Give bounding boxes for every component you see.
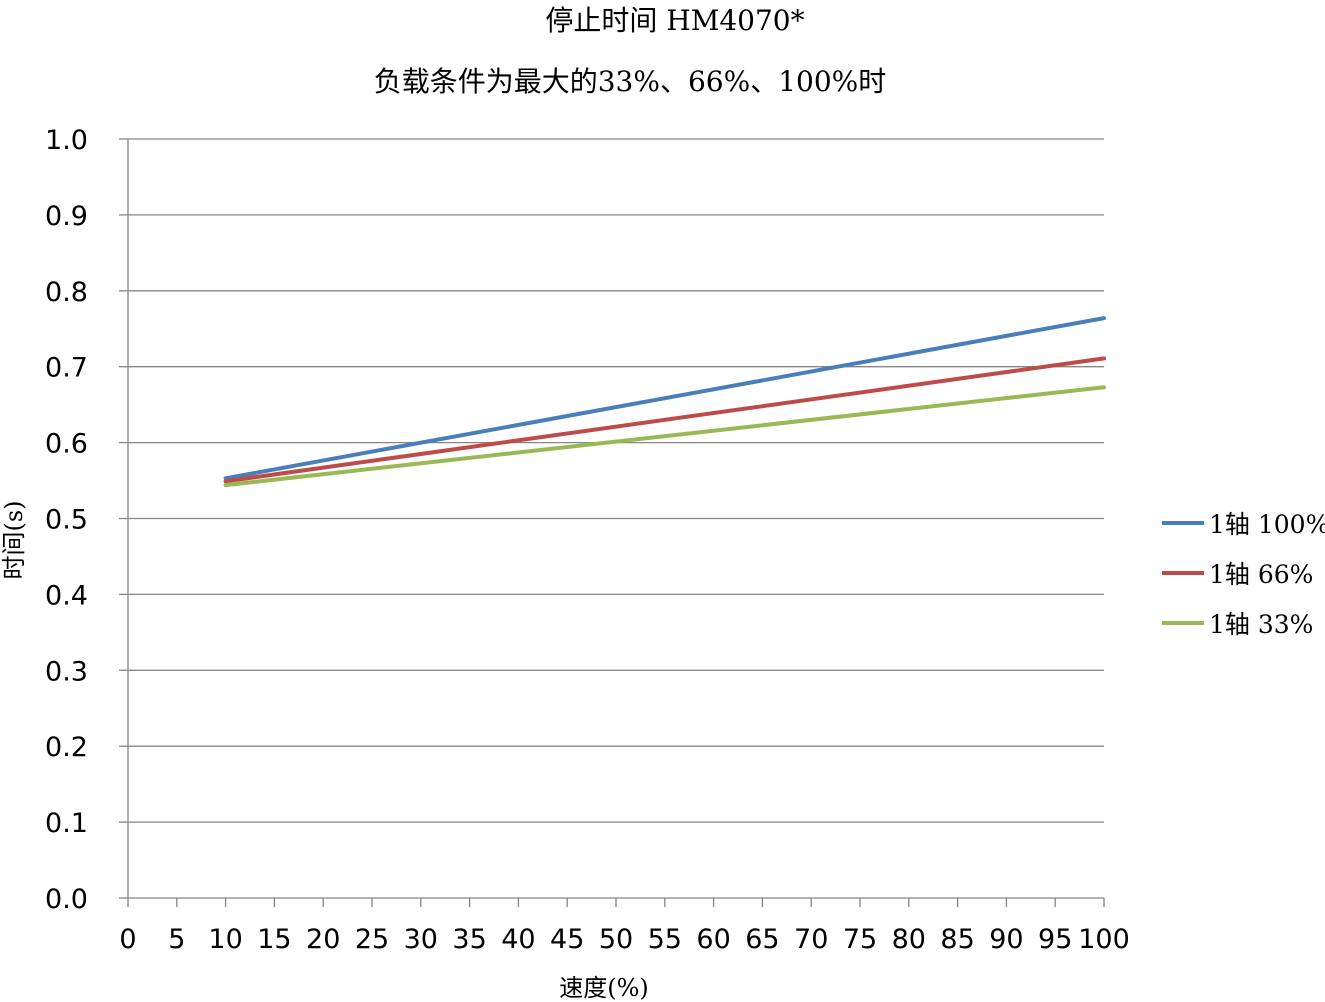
x-tick-label: 15: [257, 924, 291, 955]
x-tick-label: 85: [940, 924, 974, 955]
series-lines: [223, 316, 1106, 488]
y-tick-label: 0.9: [45, 201, 88, 232]
x-tick-label: 70: [794, 924, 828, 955]
x-tick-label: 50: [599, 924, 633, 955]
axes: [119, 138, 1105, 907]
x-tick-label: 20: [306, 924, 340, 955]
y-tick-label: 0.4: [45, 580, 88, 611]
legend-label: 1轴 66%: [1209, 560, 1313, 589]
legend: 1轴 100% 1轴 66% 1轴 33%: [1162, 510, 1325, 639]
legend-label: 1轴 100%: [1209, 510, 1325, 539]
x-tick-label: 0: [119, 924, 136, 955]
chart-title: 停止时间 HM4070*: [545, 4, 804, 37]
x-tick-label: 65: [745, 924, 779, 955]
x-tick-label: 95: [1038, 924, 1072, 955]
x-tick-label: 10: [208, 924, 242, 955]
y-tick-label: 0.5: [45, 505, 88, 536]
x-tick-label: 25: [355, 924, 389, 955]
x-tick-label: 5: [168, 924, 185, 955]
x-tick-label: 100: [1078, 924, 1130, 955]
y-tick-label: 0.8: [45, 277, 88, 308]
x-axis-label: 速度(%): [559, 974, 649, 1002]
y-tick-label: 0.0: [45, 884, 88, 915]
x-tick-label: 90: [989, 924, 1023, 955]
x-tick-label: 75: [843, 924, 877, 955]
x-tick-label: 30: [404, 924, 438, 955]
x-tick-label: 45: [550, 924, 584, 955]
legend-label: 1轴 33%: [1209, 610, 1313, 639]
y-tick-label: 1.0: [45, 125, 88, 156]
x-tick-label: 80: [892, 924, 926, 955]
y-tick-label: 0.7: [45, 353, 88, 384]
y-axis-label: 时间(s): [0, 500, 28, 579]
x-tick-label: 40: [501, 924, 535, 955]
x-tick-label: 35: [452, 924, 486, 955]
chart-subtitle: 负载条件为最大的33%、66%、100%时: [374, 65, 887, 98]
series-line: [223, 385, 1106, 488]
series-line: [223, 316, 1106, 481]
y-tick-label: 0.1: [45, 808, 88, 839]
y-tick-label: 0.2: [45, 732, 88, 763]
series-line: [223, 356, 1106, 484]
y-tick-labels: 0.0 0.1 0.2 0.3 0.4 0.5 0.6 0.7 0.8 0.9 1.0: [45, 125, 88, 915]
y-tick-label: 0.6: [45, 429, 88, 460]
x-tick-label: 55: [648, 924, 682, 955]
y-tick-label: 0.3: [45, 656, 88, 687]
x-tick-labels: 0 5 10 15 20 25 30 35 40 45 50 55 60 65 70 75 80 85 90 95 10…: [119, 924, 1129, 955]
x-tick-label: 60: [696, 924, 730, 955]
